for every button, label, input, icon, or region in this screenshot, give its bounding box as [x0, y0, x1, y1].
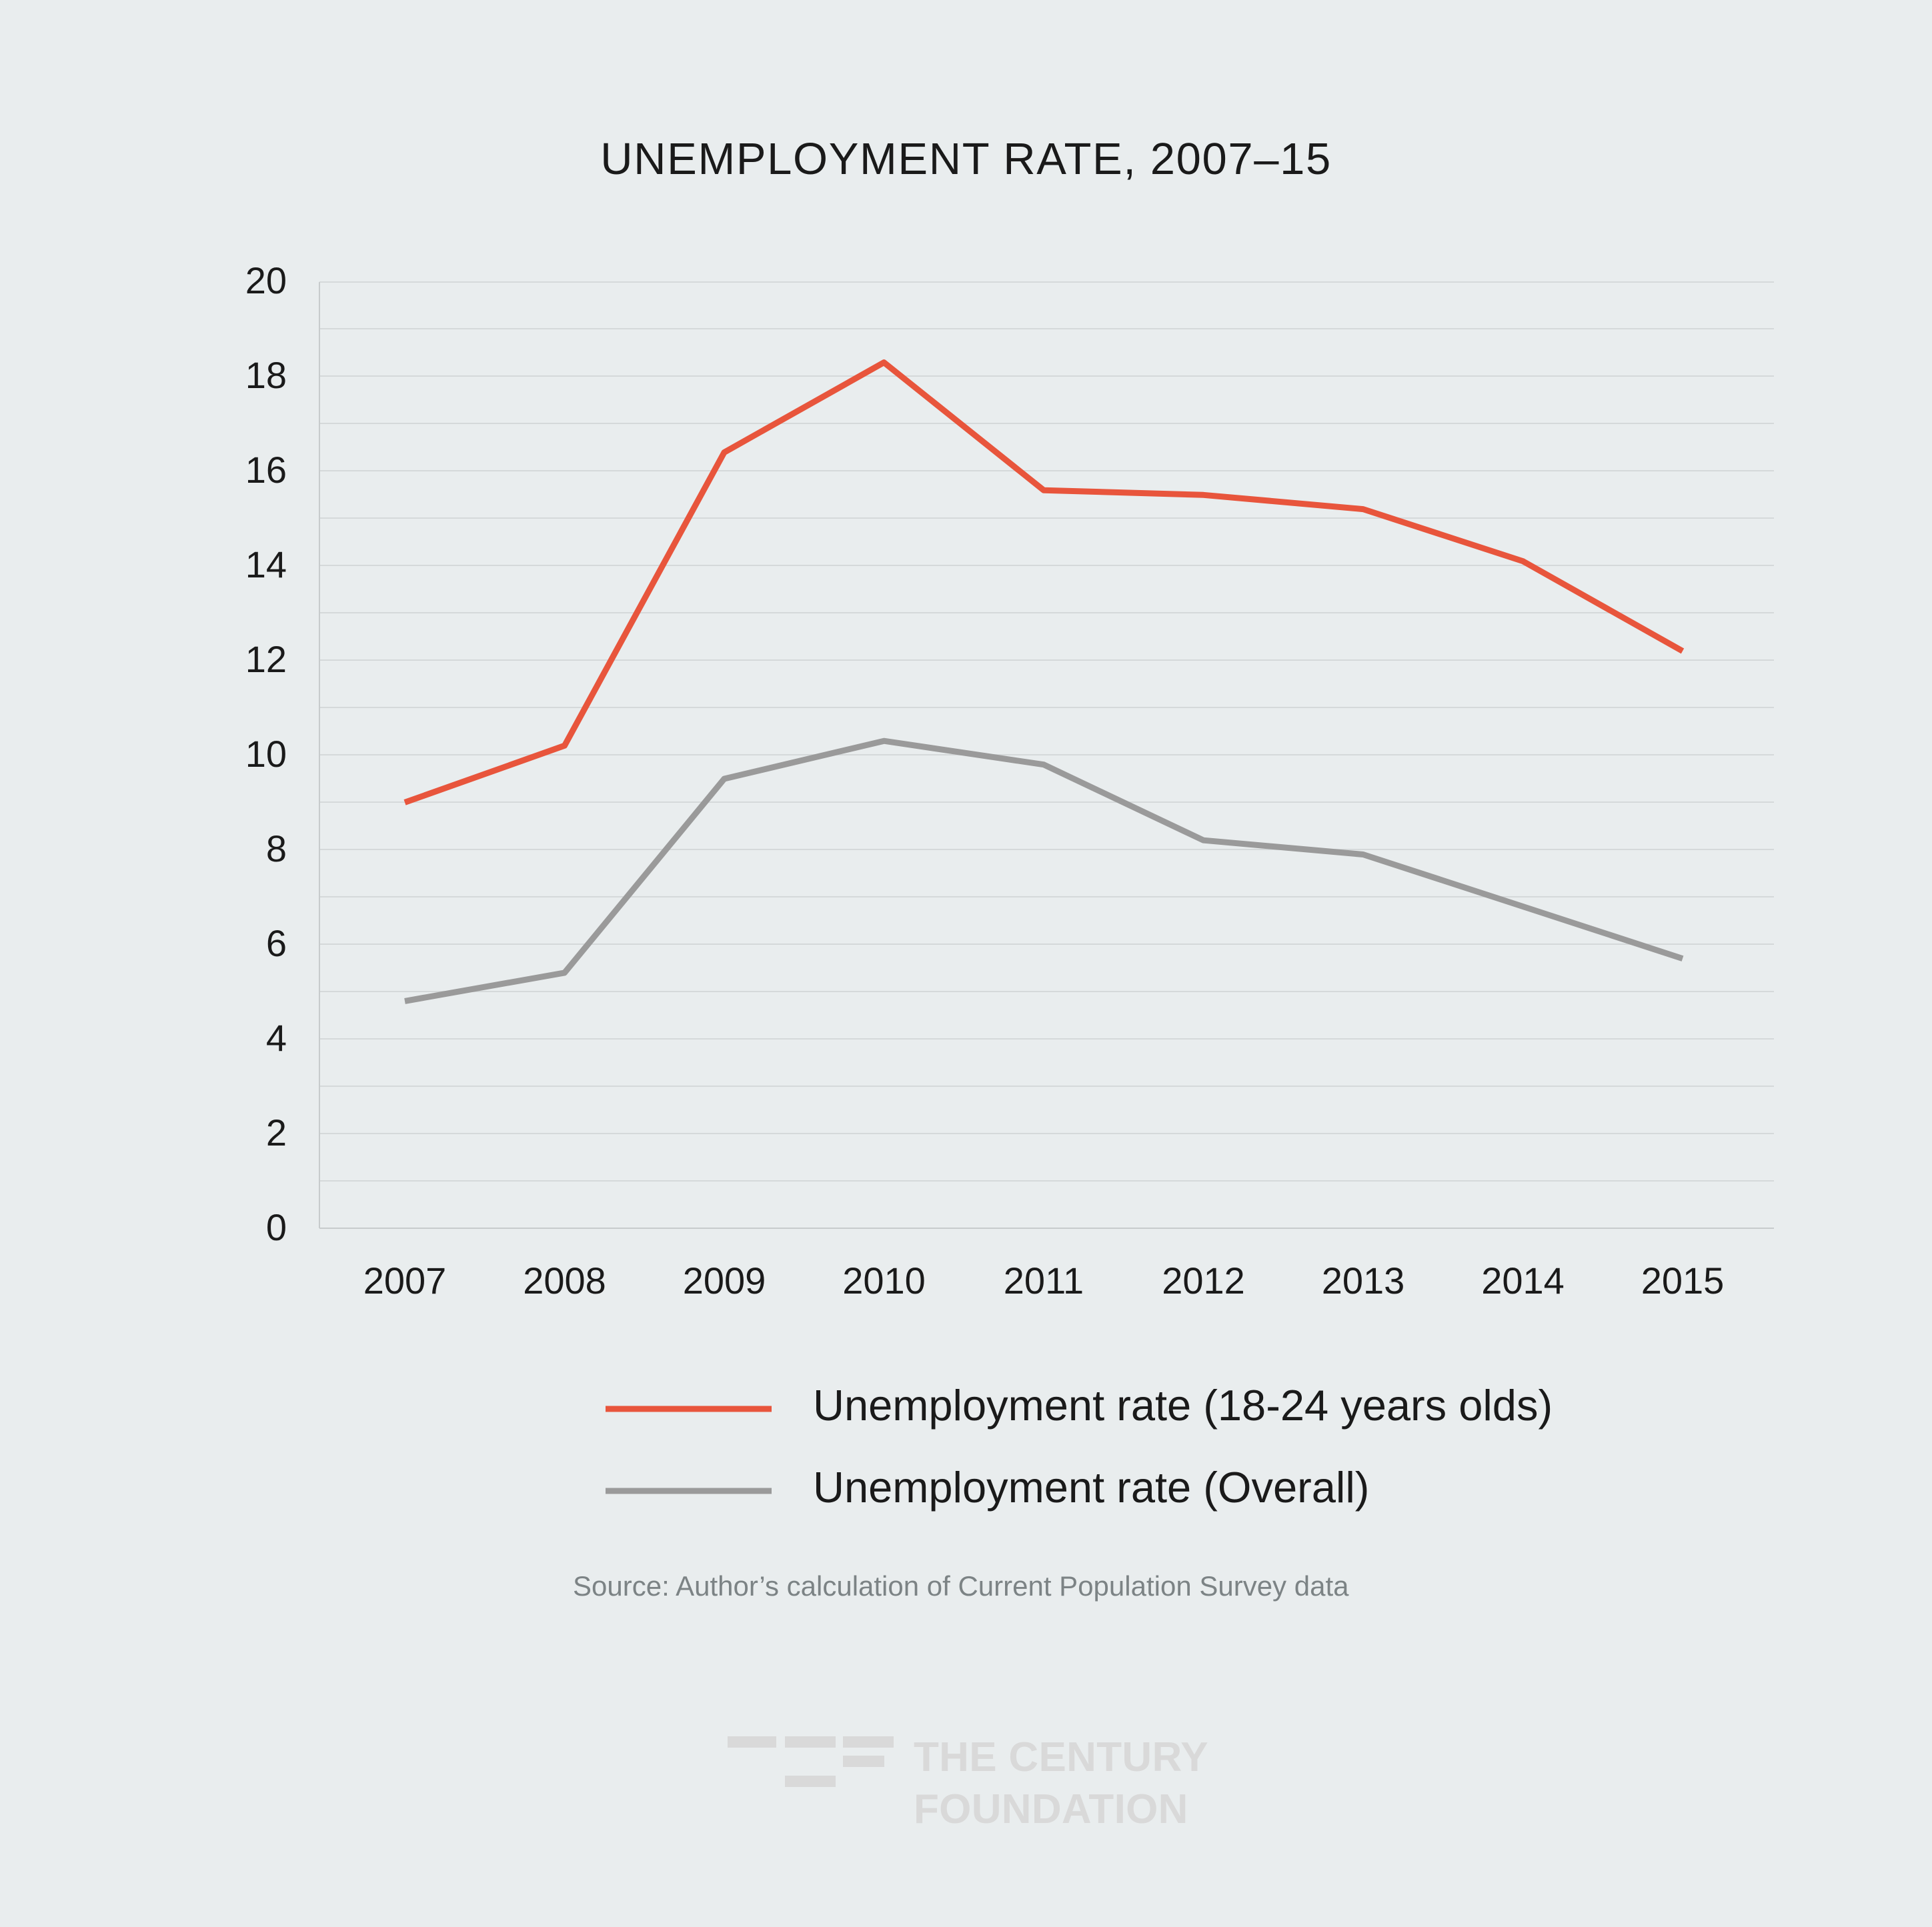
svg-text:Unemployment rate (18-24 years: Unemployment rate (18-24 years olds) [813, 1381, 1553, 1430]
svg-text:2007: 2007 [363, 1260, 447, 1302]
svg-text:2011: 2011 [1004, 1260, 1084, 1302]
svg-text:6: 6 [266, 922, 287, 964]
svg-text:8: 8 [266, 827, 287, 869]
svg-text:2014: 2014 [1481, 1260, 1565, 1302]
svg-text:18: 18 [245, 354, 287, 396]
svg-text:0: 0 [266, 1206, 287, 1248]
svg-text:THE CENTURY: THE CENTURY [914, 1734, 1208, 1780]
svg-text:2009: 2009 [683, 1260, 766, 1302]
svg-text:2013: 2013 [1322, 1260, 1405, 1302]
svg-text:FOUNDATION: FOUNDATION [914, 1786, 1188, 1832]
svg-text:2010: 2010 [842, 1260, 926, 1302]
svg-text:2012: 2012 [1162, 1260, 1245, 1302]
svg-text:2015: 2015 [1641, 1260, 1725, 1302]
svg-text:2: 2 [266, 1112, 287, 1154]
svg-text:14: 14 [245, 543, 287, 585]
svg-text:2008: 2008 [523, 1260, 606, 1302]
svg-text:16: 16 [245, 449, 287, 491]
svg-text:4: 4 [266, 1017, 287, 1059]
svg-text:20: 20 [245, 259, 287, 301]
svg-text:12: 12 [245, 638, 287, 680]
svg-text:Unemployment rate (Overall): Unemployment rate (Overall) [813, 1463, 1369, 1512]
svg-text:10: 10 [245, 733, 287, 775]
